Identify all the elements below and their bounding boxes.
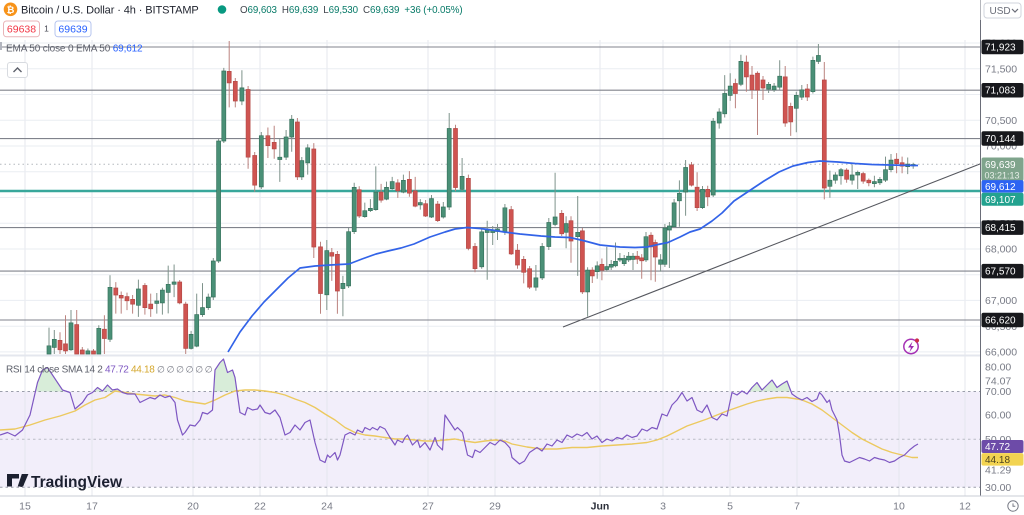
svg-text:17: 17 xyxy=(86,501,98,513)
svg-text:66,620: 66,620 xyxy=(985,316,1016,327)
svg-text:Bitcoin / U.S. Dollar · 4h · B: Bitcoin / U.S. Dollar · 4h · BITSTAMP xyxy=(21,5,199,17)
svg-text:24: 24 xyxy=(321,501,333,513)
svg-text:66,000: 66,000 xyxy=(985,347,1017,359)
svg-text:60.00: 60.00 xyxy=(985,410,1011,422)
svg-text:68,000: 68,000 xyxy=(985,244,1017,256)
svg-text:7: 7 xyxy=(794,501,800,513)
svg-text:80.00: 80.00 xyxy=(985,362,1011,374)
svg-text:Jun: Jun xyxy=(591,501,610,513)
svg-text:67,000: 67,000 xyxy=(985,295,1017,307)
svg-text:27: 27 xyxy=(422,501,434,513)
svg-text:₿: ₿ xyxy=(7,5,15,16)
svg-text:29: 29 xyxy=(489,501,501,513)
svg-text:71,923: 71,923 xyxy=(985,43,1016,54)
svg-text:69639: 69639 xyxy=(58,23,87,35)
svg-text:69,639: 69,639 xyxy=(985,160,1016,171)
svg-text:RSI 14 close SMA 14 2 47.72 44: RSI 14 close SMA 14 2 47.72 44.18 ∅ ∅ ∅ … xyxy=(6,365,213,376)
svg-text:68,415: 68,415 xyxy=(985,223,1016,234)
svg-text:20: 20 xyxy=(187,501,199,513)
svg-text:3: 3 xyxy=(660,501,666,513)
svg-text:TradingView: TradingView xyxy=(31,474,123,491)
svg-text:03:21:13: 03:21:13 xyxy=(985,170,1020,180)
svg-text:47.72: 47.72 xyxy=(985,442,1010,453)
svg-text:30.00: 30.00 xyxy=(985,482,1011,494)
svg-text:69,107: 69,107 xyxy=(985,195,1016,206)
svg-text:74.07: 74.07 xyxy=(985,376,1011,388)
svg-text:USD: USD xyxy=(990,6,1011,17)
svg-text:69638: 69638 xyxy=(7,23,36,35)
svg-text:15: 15 xyxy=(19,501,31,513)
svg-text:EMA 50 close 0 EMA 50 69,612: EMA 50 close 0 EMA 50 69,612 xyxy=(6,44,143,55)
svg-text:44.18: 44.18 xyxy=(985,455,1010,466)
svg-text:70,500: 70,500 xyxy=(985,115,1017,127)
svg-text:71,500: 71,500 xyxy=(985,63,1017,75)
svg-text:69,612: 69,612 xyxy=(985,182,1016,193)
svg-text:70.00: 70.00 xyxy=(985,386,1011,398)
svg-text:22: 22 xyxy=(254,501,266,513)
svg-text:71,083: 71,083 xyxy=(985,86,1016,97)
svg-text:41.29: 41.29 xyxy=(985,465,1011,477)
svg-text:12: 12 xyxy=(959,501,971,513)
svg-text:1: 1 xyxy=(44,24,49,34)
svg-text:67,570: 67,570 xyxy=(985,267,1016,278)
svg-text:70,144: 70,144 xyxy=(985,134,1016,145)
svg-text:10: 10 xyxy=(893,501,905,513)
svg-text:5: 5 xyxy=(727,501,733,513)
